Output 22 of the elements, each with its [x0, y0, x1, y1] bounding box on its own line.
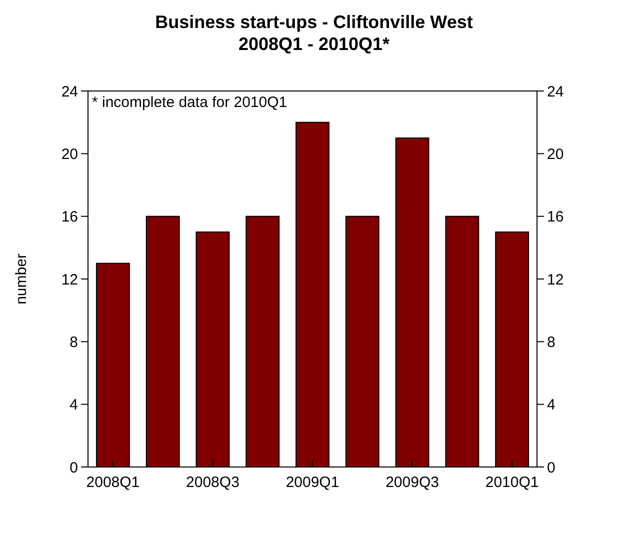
- y2-tick-label: 20: [547, 146, 564, 163]
- y2-tick-label: 0: [547, 459, 556, 476]
- x-tick-label: 2008Q1: [86, 474, 140, 491]
- y-tick-label: 8: [70, 334, 78, 351]
- y-tick-label: 20: [61, 146, 78, 163]
- annotation: * incomplete data for 2010Q1: [92, 94, 288, 111]
- chart-title: Business start-ups - Cliftonville West 2008Q1 - 2010Q1*: [155, 12, 473, 54]
- y2-tick-label: 4: [547, 396, 556, 414]
- x-tick-label: 2008Q3: [186, 474, 240, 491]
- y-tick-label: 16: [61, 208, 78, 226]
- y-tick-label: 4: [70, 396, 78, 414]
- y-axis-title: number: [13, 254, 30, 304]
- y-tick-label: 24: [61, 83, 78, 100]
- y2-tick-label: 16: [547, 208, 564, 226]
- y-tick-label: 12: [61, 271, 78, 288]
- y2-tick-label: 8: [547, 334, 556, 351]
- y-tick-label: 0: [70, 459, 78, 476]
- x-tick-label: 2009Q1: [286, 474, 340, 491]
- x-tick-label: 2010Q1: [485, 474, 539, 491]
- x-tick-label: 2009Q3: [386, 474, 439, 491]
- y2-tick-label: 24: [547, 83, 564, 100]
- y2-tick-label: 12: [547, 271, 564, 288]
